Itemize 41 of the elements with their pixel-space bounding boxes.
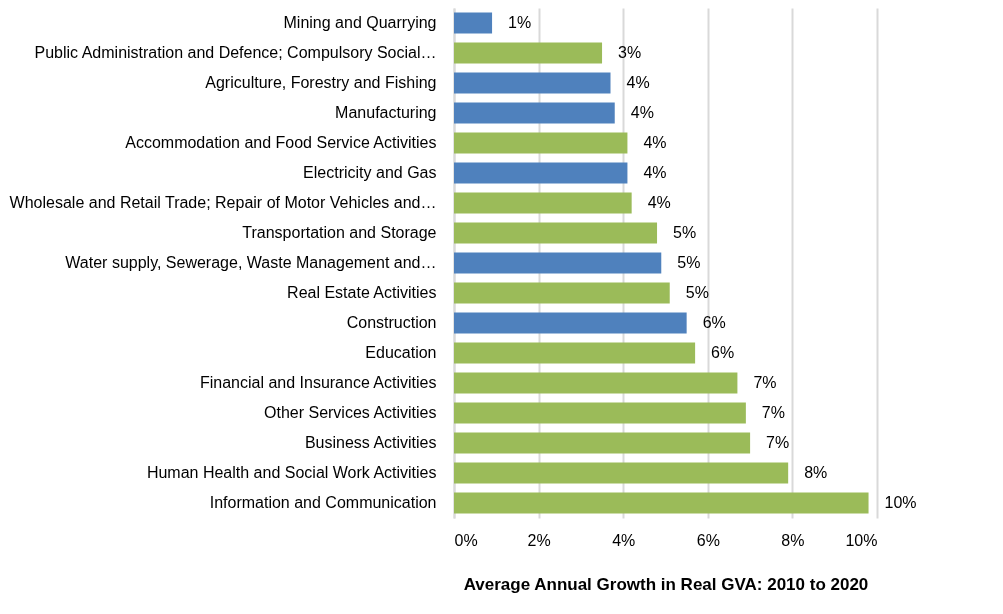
x-tick-label: 4%: [612, 531, 636, 549]
y-tick-label: Public Administration and Defence; Compulsory Social…: [34, 44, 437, 61]
y-tick-label: Real Estate Activities: [287, 284, 437, 301]
data-label: 7%: [766, 434, 790, 451]
data-label: 4%: [626, 74, 650, 91]
y-tick-label: Mining and Quarrying: [283, 14, 437, 31]
y-tick-label: Manufacturing: [335, 104, 437, 121]
y-tick-label: Financial and Insurance Activities: [199, 374, 437, 391]
data-label: 5%: [685, 284, 709, 301]
y-tick-label: Information and Communication: [209, 494, 437, 511]
data-label: 1%: [508, 14, 532, 31]
y-tick-label: Other Services Activities: [264, 404, 437, 421]
data-label: 8%: [804, 464, 828, 481]
x-tick-label: 10%: [845, 531, 878, 549]
y-tick-label: Water supply, Sewerage, Waste Management and…: [65, 254, 437, 271]
data-label: 6%: [711, 344, 735, 361]
data-label: 5%: [673, 224, 697, 241]
data-label: 7%: [761, 404, 785, 421]
data-label: 4%: [643, 164, 667, 181]
x-tick-label: 6%: [696, 531, 720, 549]
data-label: 4%: [647, 194, 671, 211]
data-label: 7%: [753, 374, 777, 391]
y-tick-label: Business Activities: [304, 434, 437, 451]
data-label: 4%: [630, 104, 654, 121]
data-label: 4%: [643, 134, 667, 151]
data-label: 3%: [618, 44, 642, 61]
data-label: 10%: [884, 494, 917, 511]
y-tick-label: Agriculture, Forestry and Fishing: [205, 74, 437, 91]
x-tick-label: 2%: [527, 531, 551, 549]
x-tick-label: 0%: [454, 531, 478, 549]
y-tick-label: Human Health and Social Work Activities: [146, 464, 437, 481]
data-label: 5%: [677, 254, 701, 271]
y-tick-label: Construction: [346, 314, 437, 331]
x-axis-title: Average Annual Growth in Real GVA: 2010 to 2020: [463, 574, 869, 594]
y-tick-label: Education: [365, 344, 437, 361]
y-tick-label: Wholesale and Retail Trade; Repair of Motor Vehicles and…: [9, 194, 437, 211]
y-tick-label: Transportation and Storage: [242, 224, 437, 241]
x-tick-label: 8%: [781, 531, 805, 549]
y-tick-label: Electricity and Gas: [303, 164, 437, 181]
y-tick-label: Accommodation and Food Service Activities: [125, 134, 437, 151]
data-label: 6%: [702, 314, 726, 331]
